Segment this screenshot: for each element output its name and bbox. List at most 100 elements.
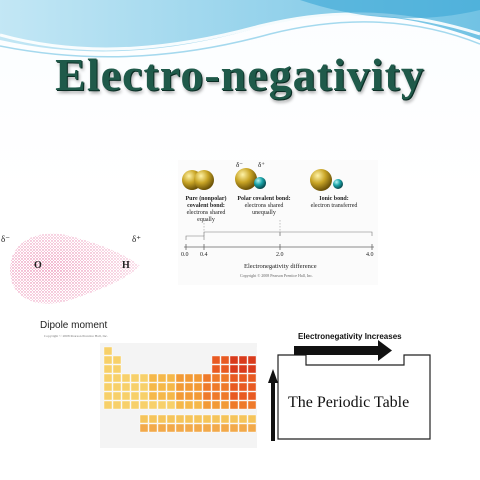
periodic-table-outline [277,354,431,440]
axis-tick-3: 4.0 [366,252,374,258]
element-cell [103,382,113,392]
element-cell [211,373,221,383]
element-cell [103,373,113,383]
element-cell [193,400,203,410]
f-block-cell [193,423,203,433]
element-cell [112,373,122,383]
element-cell [103,355,113,365]
element-cell [193,373,203,383]
element-cell [220,400,230,410]
f-block-cell [247,414,257,424]
slide-title: Electro-negativity [55,49,425,100]
bond-type-nonpolar-desc: electrons shared equally [186,210,226,223]
element-cell [112,364,122,374]
bond-type-nonpolar: Pure (nonpolar) covalent bond: electrons… [180,196,232,224]
element-cell [112,382,122,392]
dipole-copyright: Copyright © 2008 Pearson Prentice Hall, … [44,334,108,338]
axis-tick-2: 2.0 [276,252,284,258]
f-block-cell [202,423,212,433]
bond-type-polar-name: Polar covalent bond: [237,196,291,202]
element-cell [211,400,221,410]
element-cell [238,391,248,401]
f-block-cell [157,423,167,433]
element-cell [247,364,257,374]
element-cell [121,373,131,383]
bond-delta-plus: δ⁺ [258,161,265,169]
element-cell [103,391,113,401]
f-block-cell [238,414,248,424]
polar-atom-small [254,177,266,189]
element-cell [148,391,158,401]
element-cell [130,382,140,392]
bond-type-ionic-name: Ionic bond: [319,196,349,202]
dipole-delta-minus: δ⁻ [1,234,10,244]
element-cell [247,355,257,365]
ionic-atom-small [333,179,343,189]
element-cell [103,346,113,356]
bond-type-illustration [182,168,374,250]
element-cell [157,373,167,383]
element-cell [238,364,248,374]
bond-type-polar: Polar covalent bond: electrons shared un… [234,196,294,217]
element-cell [202,382,212,392]
bond-type-polar-desc: electrons shared unequally [244,203,284,216]
bond-type-diagram: δ⁻ δ⁺ Pure (nonpolar) covalent bond: ele… [178,160,378,285]
f-block-cell [139,423,149,433]
polar-atom-large [235,168,257,190]
element-cell [121,400,131,410]
element-cell [112,400,122,410]
arrow-shaft-up [271,381,275,441]
electronegativity-increases-label: Electronegativity Increases [298,332,402,341]
element-cell [175,391,185,401]
f-block-cell [229,423,239,433]
f-block-cell [166,414,176,424]
header-wave-decoration [0,0,480,58]
element-cell [157,382,167,392]
element-cell [148,382,158,392]
f-block-cell [184,414,194,424]
element-cell [130,391,140,401]
periodic-table-electronegativity [100,343,266,448]
element-cell [247,400,257,410]
element-cell [175,382,185,392]
element-cell [139,373,149,383]
bond-type-ionic-desc: electron transferred [310,203,358,209]
bond-delta-minus: δ⁻ [236,161,243,169]
element-cell [193,391,203,401]
f-block-cell [193,414,203,424]
dipole-caption: Dipole moment [40,320,108,331]
element-cell [211,382,221,392]
arrow-shaft-right [294,346,378,355]
f-block-cell [166,423,176,433]
ionic-atom-large [310,169,332,191]
element-cell [121,391,131,401]
element-cell [166,400,176,410]
element-cell [103,364,113,374]
f-block-cell [184,423,194,433]
element-cell [166,382,176,392]
element-cell [238,400,248,410]
element-cell [202,391,212,401]
element-cell [247,391,257,401]
element-cell [157,400,167,410]
element-cell [175,373,185,383]
element-cell [130,373,140,383]
electron-cloud-illustration [10,233,140,304]
element-cell [238,382,248,392]
element-cell [229,391,239,401]
element-cell [229,355,239,365]
element-cell [229,400,239,410]
element-cell [247,382,257,392]
f-block-cell [148,423,158,433]
f-block-cell [202,414,212,424]
element-cell [148,400,158,410]
element-cell [112,355,122,365]
f-block-cell [220,423,230,433]
element-cell [157,391,167,401]
element-cell [220,364,230,374]
arrow-head-right [378,340,392,361]
element-cell [184,400,194,410]
element-cell [229,364,239,374]
element-cell [103,400,113,410]
